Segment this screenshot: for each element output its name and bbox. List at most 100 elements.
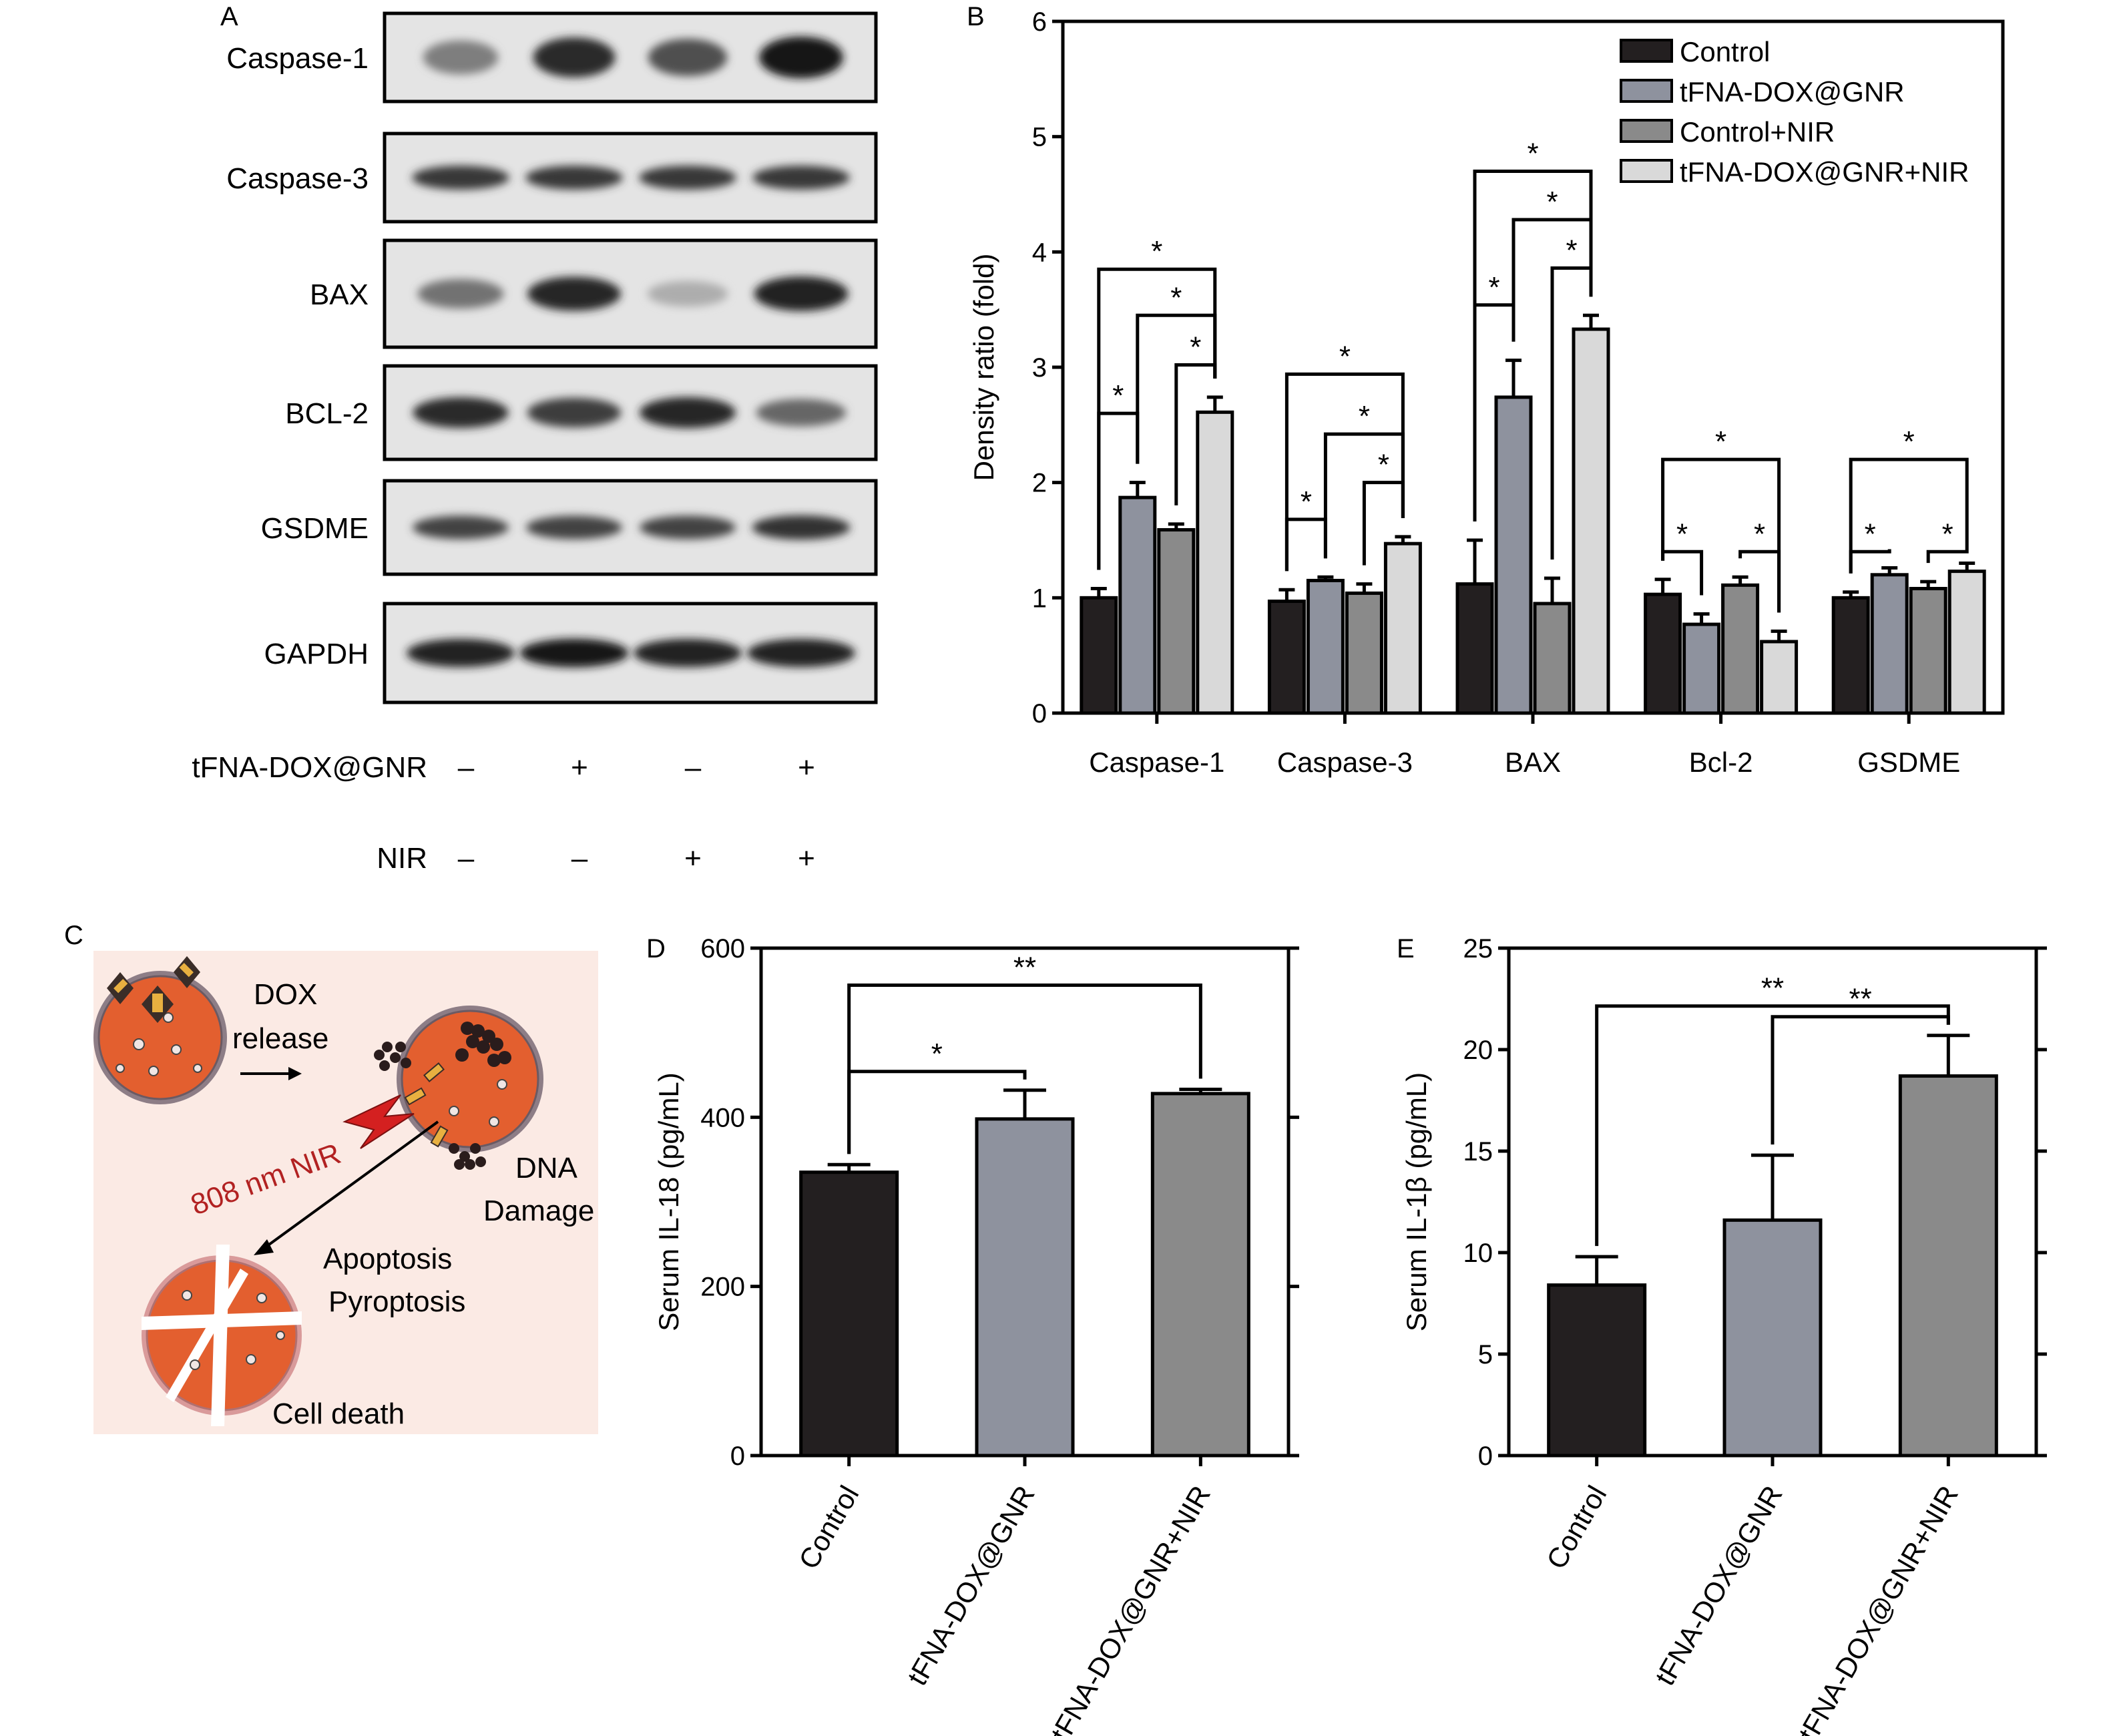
- y-tick-label: 5: [1478, 1340, 1493, 1369]
- treatment-sign: –: [458, 751, 475, 784]
- western-blot-panel: Caspase-1 Caspase-3 BAX BCL-2 GSDME GAPDH tFN…: [192, 11, 878, 875]
- bar-control: [1080, 596, 1118, 715]
- significance-star: *: [1676, 517, 1688, 550]
- y-axis-label: Serum IL-1β (pg/mL): [1401, 1072, 1432, 1331]
- mechanism-schematic: DOX release 808 n: [93, 951, 598, 1434]
- significance-star: *: [1942, 517, 1953, 550]
- y-axis-label: Density ratio (fold): [968, 254, 999, 481]
- blot-band: [752, 166, 850, 190]
- blot-band: [648, 39, 728, 76]
- blot-band: [634, 638, 742, 668]
- treatment-sign: –: [571, 842, 588, 875]
- bar-control-nir: [1345, 591, 1383, 715]
- dna-label: DNA: [515, 1152, 578, 1184]
- damage-label: Damage: [483, 1195, 594, 1227]
- pyroptosis-label: Pyroptosis: [328, 1285, 465, 1318]
- legend-swatch: [1620, 119, 1673, 143]
- blot-band: [407, 638, 515, 668]
- significance-star: *: [1546, 186, 1558, 218]
- treatment-sign: +: [684, 842, 702, 875]
- bar-tfna-dox-gnr: [1118, 495, 1157, 715]
- significance-star: **: [1761, 972, 1784, 1005]
- blot-band: [756, 399, 847, 427]
- nanoparticle-icon: [107, 956, 200, 1023]
- significance-bracket: [1849, 549, 1891, 574]
- significance-bracket: [1473, 169, 1593, 521]
- y-tick-label: 6: [1032, 7, 1047, 37]
- y-tick-label: 600: [700, 934, 745, 963]
- significance-star: *: [1754, 517, 1765, 550]
- significance-star: *: [1301, 485, 1312, 518]
- x-tick-label: tFNA-DOX@GNR+NIR: [1793, 1480, 1964, 1736]
- blot-band: [519, 638, 629, 668]
- x-tick-label: Caspase-3: [1277, 746, 1413, 778]
- treatment-sign: +: [798, 842, 815, 875]
- blot-band: [525, 166, 623, 190]
- bar-tfna-dox-gnr-nir: [1196, 410, 1234, 715]
- blot-band: [527, 276, 622, 311]
- release-arrowhead: [288, 1067, 302, 1080]
- treatment-sign: +: [798, 751, 815, 784]
- significance-star: *: [931, 1038, 943, 1070]
- legend-label: Control: [1680, 36, 1770, 67]
- blot-label: BAX: [310, 278, 369, 311]
- nir-lightning-icon: [342, 1094, 415, 1149]
- blot-band: [747, 638, 855, 668]
- bar-tfna-dox-gnr-nir: [1383, 541, 1422, 715]
- intact-cell: [93, 971, 227, 1104]
- bar-control-nir: [1721, 583, 1760, 715]
- x-tick-label: tFNA-DOX@GNR+NIR: [1045, 1480, 1216, 1736]
- legend-swatch: [1620, 79, 1673, 103]
- y-tick-label: 15: [1463, 1137, 1493, 1166]
- apoptosis-label: Apoptosis: [323, 1243, 452, 1275]
- bar-control: [1455, 582, 1494, 715]
- damaged-cell: [374, 1006, 543, 1170]
- bar-tfna-dox-gnr: [975, 1117, 1075, 1458]
- blot-band: [639, 397, 736, 429]
- legend-label: Control+NIR: [1680, 116, 1835, 148]
- bar-tfna-dox-gnr: [1722, 1218, 1823, 1458]
- y-tick-label: 200: [700, 1273, 745, 1302]
- significance-bracket: [847, 984, 1202, 1154]
- treatment-label: tFNA-DOX@GNR: [192, 751, 427, 784]
- bar-control: [1644, 592, 1682, 715]
- bar-tfna-dox-gnr-nir: [1150, 1092, 1250, 1458]
- bar-tfna-dox-gnr-nir: [1898, 1074, 1998, 1458]
- treatment-sign: –: [458, 842, 475, 875]
- blot-band: [423, 40, 499, 75]
- blot-band: [759, 36, 843, 79]
- significance-star: *: [1566, 234, 1577, 267]
- death-arrowhead: [254, 1239, 274, 1255]
- bar-control: [799, 1170, 899, 1458]
- panel-letter-a: A: [220, 3, 238, 32]
- significance-bracket: [1849, 457, 1969, 574]
- x-tick-label: tFNA-DOX@GNR: [1649, 1480, 1789, 1691]
- significance-star: *: [1190, 331, 1201, 364]
- bar-tfna-dox-gnr: [1682, 622, 1721, 715]
- x-tick-label: Control: [792, 1480, 865, 1574]
- blot-band: [752, 515, 851, 540]
- significance-star: *: [1359, 400, 1370, 433]
- bar-tfna-dox-gnr: [1306, 578, 1345, 715]
- blot-band: [526, 515, 622, 539]
- x-tick-label: Caspase-1: [1089, 746, 1224, 778]
- bar-tfna-dox-gnr: [1494, 395, 1533, 715]
- y-tick-label: 0: [1478, 1442, 1493, 1471]
- treatment-label: NIR: [377, 842, 427, 875]
- panel-letter-d: D: [646, 935, 666, 964]
- x-tick-label: GSDME: [1857, 746, 1960, 778]
- y-tick-label: 4: [1032, 238, 1047, 267]
- treatment-sign: +: [571, 751, 588, 784]
- blot-band: [413, 397, 509, 428]
- release-label: release: [232, 1022, 328, 1055]
- density-ratio-chart: 0 1 2 3 4 5 6 Density ratio (fold) Caspase-1 Casp…: [968, 7, 2005, 778]
- significance-star: *: [1339, 340, 1351, 373]
- legend-swatch: [1620, 159, 1673, 183]
- treatment-sign: –: [685, 751, 702, 784]
- y-tick-label: 20: [1463, 1036, 1493, 1065]
- x-tick-label: tFNA-DOX@GNR: [901, 1480, 1041, 1691]
- blot-label: GAPDH: [264, 638, 369, 670]
- bar-control: [1267, 600, 1306, 715]
- blot-band: [413, 515, 509, 539]
